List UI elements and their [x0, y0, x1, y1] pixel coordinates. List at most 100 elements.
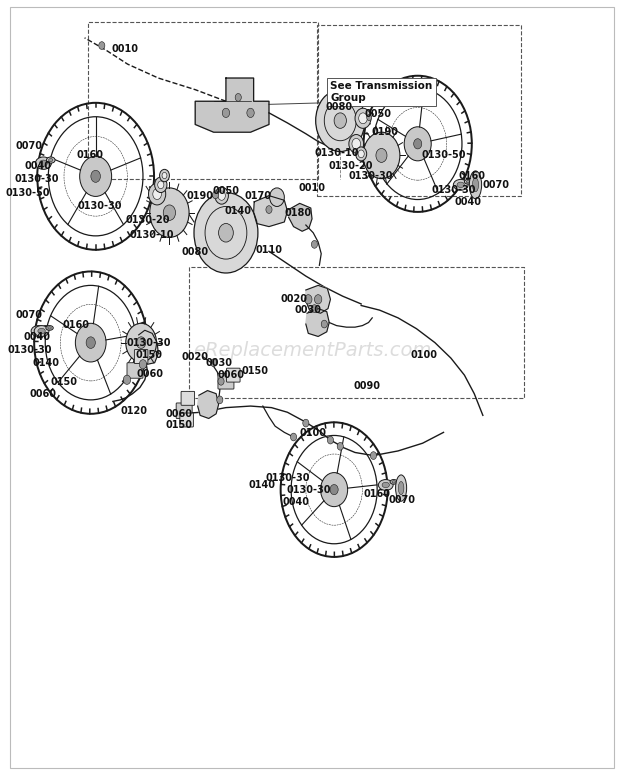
Circle shape	[218, 377, 224, 385]
Circle shape	[140, 360, 147, 369]
Ellipse shape	[398, 481, 404, 494]
Circle shape	[349, 135, 363, 153]
FancyBboxPatch shape	[218, 374, 234, 389]
Ellipse shape	[46, 157, 55, 164]
Circle shape	[219, 223, 233, 242]
FancyBboxPatch shape	[180, 413, 193, 427]
Text: 0130-30: 0130-30	[7, 345, 51, 355]
Text: 0030: 0030	[205, 358, 232, 368]
Text: 0130-10: 0130-10	[314, 148, 359, 158]
Text: 0130-20: 0130-20	[126, 215, 170, 226]
Text: 0080: 0080	[326, 102, 353, 112]
Text: 0160: 0160	[76, 150, 103, 160]
Ellipse shape	[392, 480, 396, 483]
Text: 0160: 0160	[63, 320, 89, 330]
Polygon shape	[254, 195, 288, 226]
Circle shape	[311, 240, 317, 248]
Text: 0060: 0060	[30, 389, 57, 398]
Circle shape	[352, 139, 361, 150]
Ellipse shape	[469, 171, 482, 198]
Text: eReplacementParts.com: eReplacementParts.com	[193, 341, 431, 360]
Text: 0160: 0160	[364, 489, 391, 499]
Circle shape	[366, 115, 371, 121]
Circle shape	[154, 177, 167, 192]
Polygon shape	[195, 78, 269, 133]
Text: 0140: 0140	[224, 206, 252, 216]
FancyBboxPatch shape	[226, 368, 240, 382]
Circle shape	[330, 484, 338, 494]
Text: 0010: 0010	[298, 183, 326, 193]
Text: 0130-30: 0130-30	[348, 171, 393, 181]
Circle shape	[222, 109, 229, 118]
Ellipse shape	[35, 329, 42, 334]
Circle shape	[163, 205, 175, 220]
Text: 0160: 0160	[458, 170, 485, 181]
Circle shape	[76, 323, 106, 362]
Circle shape	[153, 188, 161, 199]
Circle shape	[291, 433, 296, 441]
Bar	[189, 267, 524, 398]
Text: 0190: 0190	[187, 191, 214, 201]
Circle shape	[86, 337, 95, 349]
Polygon shape	[306, 308, 329, 336]
Circle shape	[123, 375, 131, 384]
Circle shape	[218, 191, 225, 200]
Circle shape	[414, 139, 422, 149]
Text: 0090: 0090	[354, 381, 381, 391]
Circle shape	[79, 157, 112, 196]
Text: 0080: 0080	[182, 247, 209, 257]
Text: 0100: 0100	[299, 428, 327, 438]
Polygon shape	[198, 391, 219, 419]
Text: 0070: 0070	[16, 310, 43, 320]
Circle shape	[370, 452, 376, 460]
Text: 0040: 0040	[23, 332, 50, 343]
Circle shape	[359, 113, 367, 124]
Text: 0030: 0030	[294, 305, 322, 315]
Ellipse shape	[464, 179, 472, 184]
Text: 0140: 0140	[248, 480, 275, 490]
Ellipse shape	[44, 327, 48, 329]
Text: 0120: 0120	[120, 405, 148, 415]
Text: 0150: 0150	[166, 419, 193, 429]
Text: 0070: 0070	[16, 141, 43, 151]
Text: 0130-30: 0130-30	[126, 338, 170, 348]
Text: 0130-30: 0130-30	[14, 174, 59, 184]
Text: 0110: 0110	[255, 245, 283, 255]
Text: 0070: 0070	[389, 494, 416, 505]
Text: See Transmission
Group: See Transmission Group	[330, 81, 433, 103]
Circle shape	[327, 436, 334, 444]
Circle shape	[356, 147, 366, 161]
Circle shape	[136, 337, 146, 349]
Text: 0040: 0040	[25, 161, 52, 171]
Circle shape	[404, 127, 432, 161]
Text: 0150: 0150	[135, 350, 162, 360]
Circle shape	[304, 294, 312, 304]
FancyBboxPatch shape	[176, 403, 192, 418]
Ellipse shape	[378, 480, 393, 491]
Circle shape	[213, 191, 219, 198]
Circle shape	[363, 133, 400, 178]
Circle shape	[215, 187, 228, 204]
Ellipse shape	[38, 329, 45, 334]
Text: 0060: 0060	[218, 370, 244, 380]
Text: 0130-30: 0130-30	[78, 201, 122, 211]
Circle shape	[162, 172, 167, 178]
Circle shape	[211, 359, 217, 367]
Text: 0150: 0150	[50, 377, 77, 387]
Circle shape	[235, 94, 241, 102]
Circle shape	[334, 113, 347, 129]
Text: 0130-10: 0130-10	[130, 230, 174, 240]
Text: 0130-50: 0130-50	[6, 188, 50, 198]
Text: 0130-30: 0130-30	[431, 185, 476, 195]
Circle shape	[194, 192, 258, 273]
Text: 0180: 0180	[285, 208, 312, 218]
Circle shape	[99, 42, 105, 50]
Text: 0140: 0140	[33, 358, 60, 368]
Ellipse shape	[472, 177, 479, 191]
Polygon shape	[289, 203, 312, 231]
Circle shape	[247, 109, 254, 118]
Ellipse shape	[382, 482, 389, 487]
Ellipse shape	[35, 157, 51, 170]
Ellipse shape	[457, 182, 464, 188]
Circle shape	[149, 183, 166, 205]
